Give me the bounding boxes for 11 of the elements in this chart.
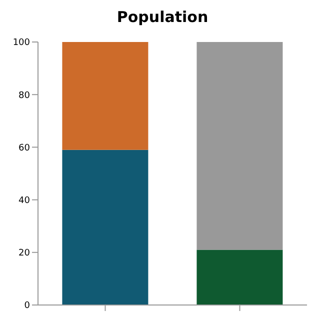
bar [62, 42, 148, 150]
y-tick-label: 20 [18, 248, 30, 259]
y-tick-label: 0 [24, 301, 30, 312]
y-tick-label: 100 [12, 38, 30, 48]
y-tick-label: 60 [18, 143, 30, 154]
bar [196, 42, 283, 250]
bar [62, 150, 148, 305]
bar [196, 250, 283, 305]
y-tick-label: 40 [18, 196, 30, 206]
y-tick-label: 80 [18, 90, 30, 101]
chart-title: Population [116, 8, 210, 26]
